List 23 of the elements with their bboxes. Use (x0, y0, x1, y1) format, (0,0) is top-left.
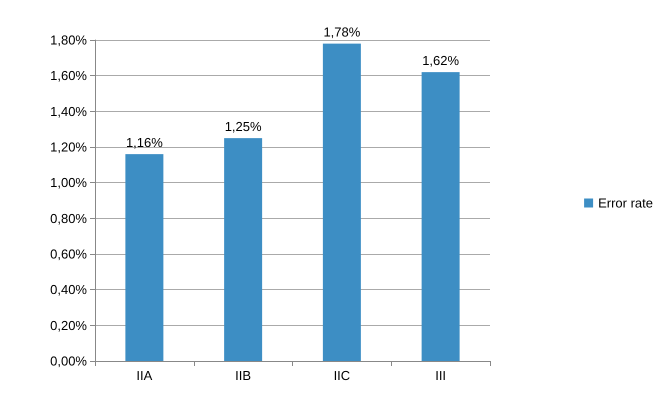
x-tick-label: IIB (235, 368, 252, 383)
data-label: 1,62% (422, 53, 460, 68)
bar (125, 154, 164, 361)
y-tick-label: 1,60% (50, 68, 88, 84)
y-tick-label: 0,40% (50, 282, 88, 298)
y-tick-label: 1,80% (50, 32, 88, 48)
x-tick-label: IIA (136, 368, 153, 383)
data-label: 1,25% (224, 119, 262, 134)
y-tick-label: 0,60% (50, 246, 88, 262)
data-label: 1,78% (323, 24, 361, 40)
bar (322, 44, 361, 361)
y-tick-label: 0,20% (50, 318, 88, 333)
y-tick-label: 0,80% (50, 210, 88, 226)
data-label: 1,16% (126, 135, 164, 150)
y-tick-label: 0,00% (50, 354, 88, 368)
x-tick-label: III (435, 368, 446, 383)
x-tick-label: IIC (334, 368, 350, 383)
bar (422, 72, 460, 361)
y-tick-label: 1,00% (50, 175, 88, 190)
legend-label: Error rate (598, 196, 654, 210)
y-tick-label: 1,40% (50, 104, 88, 119)
bar (224, 138, 262, 361)
y-tick-label: 1,20% (50, 140, 88, 154)
